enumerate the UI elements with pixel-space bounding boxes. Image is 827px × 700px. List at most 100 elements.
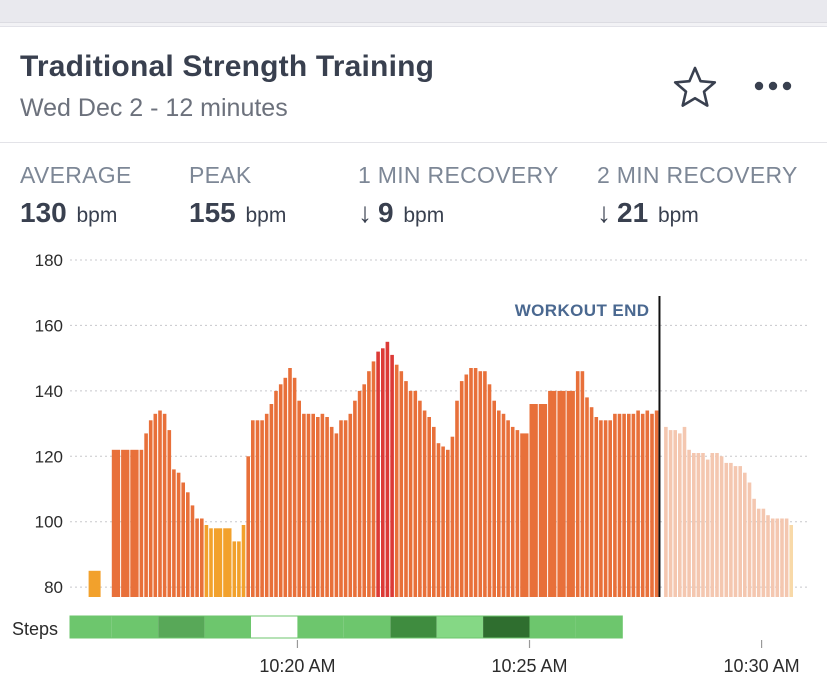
stat-2min-recovery-number: 21 [617, 197, 649, 228]
heart-rate-bar [172, 469, 176, 597]
stat-1min-recovery-value: ↓ 9 bpm [358, 197, 559, 229]
heart-rate-bar [432, 426, 436, 597]
heart-rate-bar [274, 390, 278, 597]
more-dots-icon[interactable] [750, 68, 796, 104]
heart-rate-bar [594, 417, 599, 597]
heart-rate-bar [515, 430, 520, 597]
stat-average-label: AVERAGE [20, 162, 132, 188]
workout-header: Traditional Strength Training Wed Dec 2 … [0, 26, 827, 143]
y-tick-label: 180 [35, 251, 63, 270]
heart-rate-bar [278, 384, 283, 597]
heart-rate-bar [529, 404, 538, 597]
heart-rate-bar [223, 528, 232, 597]
heart-rate-bar [186, 492, 190, 597]
heart-rate-bar [260, 420, 264, 597]
heart-rate-bar [264, 413, 269, 597]
heart-rate-bar [311, 413, 315, 597]
heart-rate-bar [715, 453, 719, 597]
heart-rate-bar [353, 400, 357, 597]
steps-segment [297, 616, 344, 638]
heart-rate-bar [492, 400, 496, 597]
heart-rate-bar [506, 420, 510, 597]
heart-rate-bar [371, 361, 376, 597]
top-bar [0, 0, 827, 23]
steps-segment [204, 616, 251, 638]
heart-rate-bar [761, 508, 766, 597]
heart-rate-bar [329, 426, 334, 597]
heart-rate-bar [557, 390, 566, 597]
heart-rate-bar [139, 449, 144, 597]
heart-rate-bar [622, 413, 626, 597]
steps-segment [436, 616, 484, 638]
heart-rate-bar [705, 459, 710, 597]
stat-peak: PEAK 155 bpm [189, 162, 286, 229]
heart-rate-bar [446, 449, 450, 597]
heart-rate-bar [501, 413, 506, 597]
heart-rate-bar [733, 466, 738, 597]
heart-rate-bar [204, 525, 209, 597]
stat-peak-number: 155 [189, 197, 236, 228]
heart-rate-bar [752, 498, 756, 597]
heart-rate-bar [302, 413, 306, 597]
heart-rate-bar [473, 368, 478, 597]
heart-rate-bar [613, 413, 617, 597]
heart-rate-bar [325, 417, 329, 597]
heart-rate-bar [668, 430, 673, 597]
heart-rate-bar [390, 354, 394, 597]
heart-rate-bar [673, 430, 677, 597]
heart-rate-bar [678, 433, 682, 597]
star-outline-icon[interactable] [672, 64, 718, 110]
heart-rate-bar [608, 420, 612, 597]
heart-rate-bar [575, 371, 580, 597]
heart-rate-bar [381, 348, 385, 597]
heart-rate-bar [297, 400, 301, 597]
heart-rate-bar [497, 410, 501, 597]
heart-rate-bar [237, 541, 241, 597]
heart-rate-bar [241, 525, 246, 597]
heart-rate-bar [692, 453, 696, 597]
heart-rate-bar [469, 368, 473, 597]
heart-rate-bar [743, 472, 747, 597]
heart-rate-bar [320, 413, 325, 597]
heart-rate-bar [682, 426, 687, 597]
heart-rate-bar [385, 341, 390, 597]
heart-rate-bar [589, 407, 594, 597]
stat-2min-recovery-unit: bpm [657, 204, 699, 227]
steps-segment [158, 616, 205, 638]
heart-rate-bar [640, 413, 645, 597]
heart-rate-bar [664, 426, 668, 597]
heart-rate-bar [710, 453, 715, 597]
heart-rate-bar [719, 456, 724, 597]
stat-1min-recovery-number: 9 [378, 197, 394, 228]
heart-rate-bar [167, 430, 172, 597]
steps-segment [251, 616, 298, 638]
down-arrow-icon: ↓ [597, 197, 611, 228]
stat-1min-recovery-unit: bpm [403, 204, 445, 227]
heart-rate-bar [362, 384, 366, 597]
heart-rate-bar [455, 400, 459, 597]
heart-rate-bar [343, 420, 348, 597]
heart-rate-bar [376, 351, 380, 597]
heart-rate-bar [478, 371, 483, 597]
heart-rate-bar [181, 482, 185, 597]
steps-segment [483, 616, 530, 638]
heart-rate-bar [251, 420, 255, 597]
heart-rate-bar [394, 364, 399, 597]
heart-rate-bar [292, 377, 297, 597]
heart-rate-bar [450, 436, 455, 597]
heart-rate-bar [599, 420, 603, 597]
heart-rate-bar [580, 371, 585, 597]
heart-rate-bar [617, 413, 622, 597]
steps-label: Steps [12, 619, 58, 639]
heart-rate-bar [510, 426, 515, 597]
heart-rate-bar [232, 541, 237, 597]
heart-rate-bar [747, 482, 752, 597]
heart-rate-bar [724, 462, 729, 597]
heart-rate-bar [413, 390, 418, 597]
stat-2min-recovery: 2 MIN RECOVERY ↓ 21 bpm [597, 162, 798, 229]
heart-rate-bar [339, 420, 343, 597]
steps-segment [575, 616, 623, 638]
heart-rate-bar [408, 390, 413, 597]
heart-rate-bar [269, 404, 274, 597]
heart-rate-bar [288, 368, 292, 597]
